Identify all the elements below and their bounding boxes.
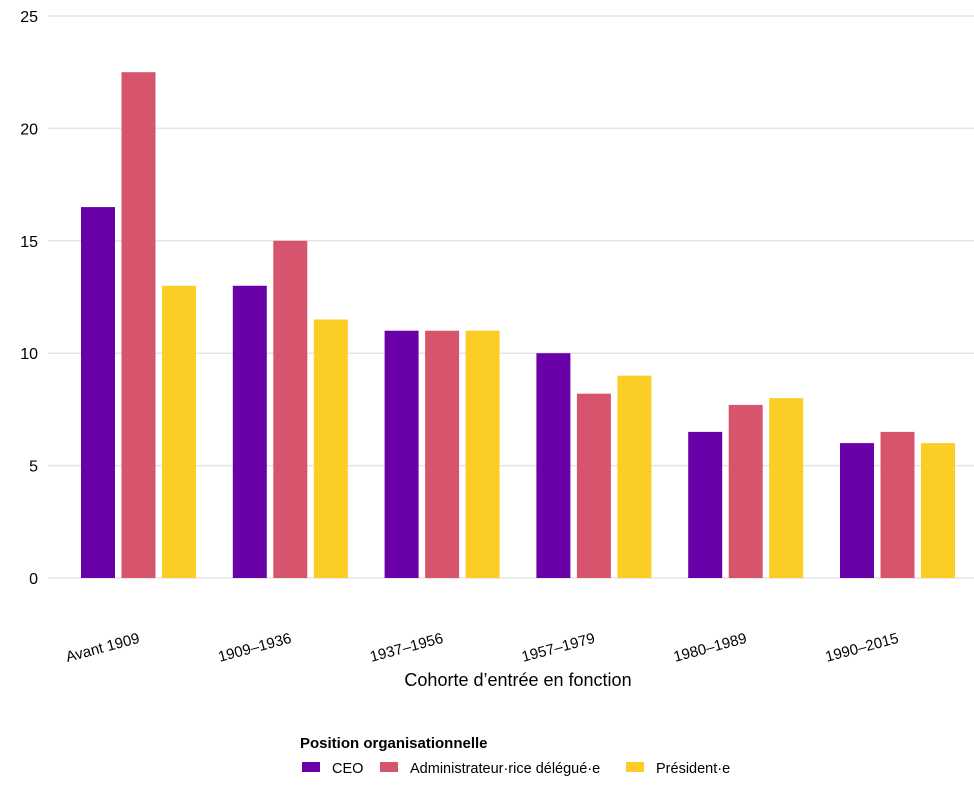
gridlines — [48, 15, 974, 579]
legend-label: CEO — [332, 761, 363, 777]
legend-swatch — [626, 762, 644, 772]
y-tick-label: 5 — [29, 459, 38, 476]
y-tick-label: 0 — [29, 571, 38, 588]
legend: CEO Administrateur·rice délégué·e Présiden… — [302, 761, 730, 777]
bars — [81, 72, 955, 579]
legend-label: Administrateur·rice délégué·e — [410, 761, 600, 777]
bar-pr-sident-e-4 — [769, 398, 804, 578]
bar-pr-sident-e-1 — [313, 319, 348, 578]
x-axis-label: Cohorte d’entrée en fonction — [404, 670, 631, 690]
y-tick-label: 25 — [20, 9, 38, 26]
bar-administrateur-rice-d-l-gu-e-1 — [273, 240, 308, 579]
y-tick-label: 15 — [20, 234, 38, 251]
bar-administrateur-rice-d-l-gu-e-5 — [880, 431, 915, 578]
bar-ceo-2 — [384, 330, 419, 578]
legend-title: Position organisationnelle — [300, 735, 488, 752]
x-tick-label: 1957–1979 — [520, 630, 597, 666]
bar-administrateur-rice-d-l-gu-e-0 — [121, 72, 156, 578]
x-axis-ticks: Avant 1909 1909–1936 1937–1956 1957–1979 198… — [64, 630, 900, 666]
bar-ceo-5 — [840, 443, 874, 578]
legend-swatch — [302, 762, 320, 772]
bar-administrateur-rice-d-l-gu-e-2 — [425, 330, 460, 578]
bar-ceo-1 — [232, 285, 267, 578]
x-tick-label: 1990–2015 — [824, 630, 901, 666]
legend-item: Administrateur·rice délégué·e — [380, 761, 600, 777]
y-tick-label: 10 — [20, 346, 38, 363]
legend-item: Président·e — [626, 761, 730, 777]
x-tick-label: 1980–1989 — [672, 630, 749, 666]
x-tick-label: Avant 1909 — [64, 630, 141, 666]
bar-pr-sident-e-0 — [162, 285, 196, 578]
bar-ceo-3 — [536, 353, 571, 578]
y-axis-ticks: 0 5 10 15 20 25 — [20, 9, 38, 588]
bar-pr-sident-e-2 — [465, 330, 500, 578]
bar-administrateur-rice-d-l-gu-e-3 — [576, 393, 611, 578]
x-tick-label: 1909–1936 — [216, 630, 293, 666]
legend-swatch — [380, 762, 398, 772]
y-tick-label: 20 — [20, 121, 38, 138]
bar-ceo-0 — [81, 207, 115, 578]
bar-ceo-4 — [688, 431, 723, 578]
legend-item: CEO — [302, 761, 363, 777]
legend-label: Président·e — [656, 761, 730, 777]
x-tick-label: 1937–1956 — [368, 630, 445, 666]
bar-pr-sident-e-3 — [617, 375, 652, 578]
bar-administrateur-rice-d-l-gu-e-4 — [728, 404, 763, 578]
bar-pr-sident-e-5 — [921, 443, 955, 578]
